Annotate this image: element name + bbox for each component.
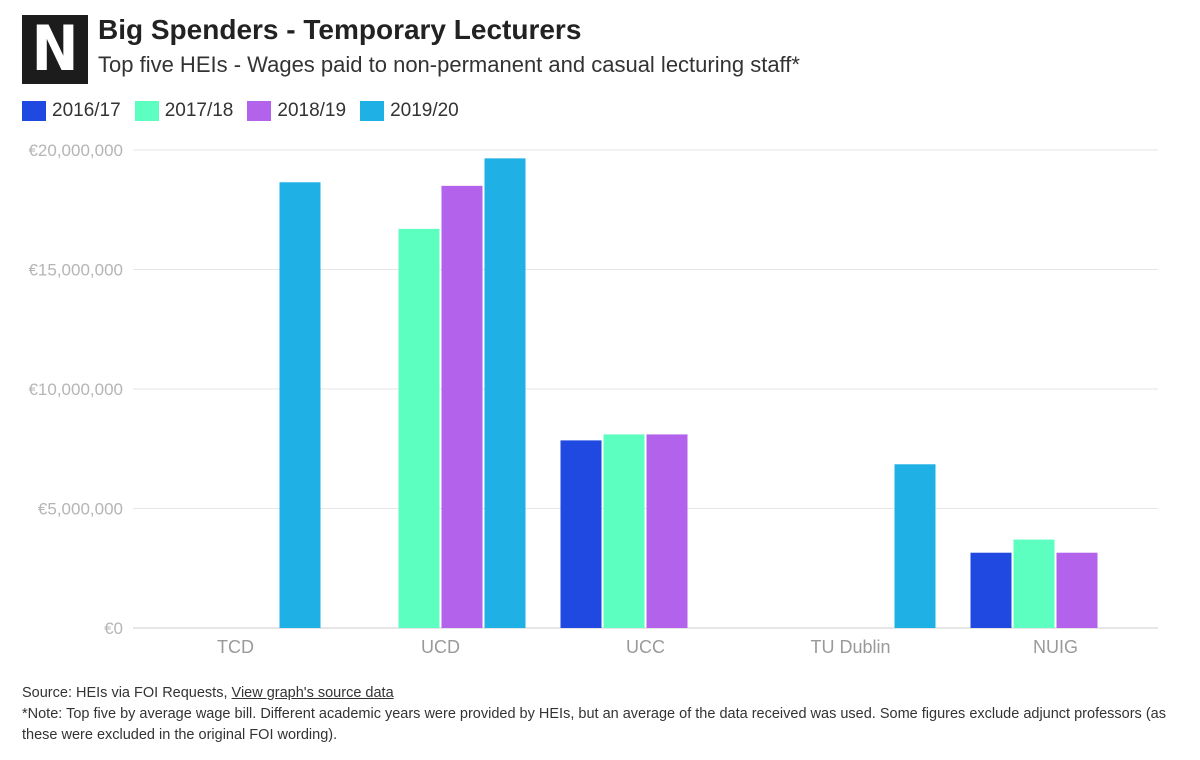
x-category-label: NUIG (1033, 637, 1078, 657)
x-category-label: UCD (421, 637, 460, 657)
bar-tu-dublin-2019-20[interactable] (894, 464, 936, 628)
legend-item-2016-17[interactable]: 2016/17 (22, 100, 121, 122)
bar-nuig-2017-18[interactable] (1013, 539, 1055, 628)
bar-ucc-2018-19[interactable] (646, 434, 688, 628)
legend-swatch (247, 101, 272, 121)
source-data-link[interactable]: View graph's source data (231, 685, 394, 701)
y-tick-label: €5,000,000 (38, 500, 123, 519)
legend: 2016/17 2017/18 2018/19 2019/20 (22, 100, 473, 122)
legend-label: 2019/20 (390, 100, 459, 121)
legend-label: 2018/19 (277, 100, 347, 121)
y-tick-label: €15,000,000 (28, 261, 123, 280)
legend-swatch (360, 101, 385, 121)
bar-ucc-2017-18[interactable] (603, 434, 645, 628)
legend-item-2017-18[interactable]: 2017/18 (134, 100, 234, 122)
source-text: Source: HEIs via FOI Requests, (22, 685, 232, 701)
logo-letter: N (31, 12, 79, 86)
bars (279, 158, 1098, 629)
legend-label: 2016/17 (52, 100, 121, 121)
y-tick-label: €20,000,000 (28, 141, 123, 160)
footer: Source: HEIs via FOI Requests, View grap… (22, 683, 1187, 746)
x-category-label: UCC (626, 637, 665, 657)
bar-ucd-2017-18[interactable] (398, 228, 440, 628)
bar-tcd-2019-20[interactable] (279, 182, 321, 628)
chart-title: Big Spenders - Temporary Lecturers (98, 14, 582, 45)
y-tick-label: €0 (104, 619, 123, 638)
bar-nuig-2018-19[interactable] (1056, 552, 1098, 628)
bar-chart: €0 €5,000,000 €10,000,000 €15,000,000 €20,00… (28, 141, 1158, 657)
chart-subtitle: Top five HEIs - Wages paid to non-perman… (98, 52, 800, 77)
axis-labels: €0 €5,000,000 €10,000,000 €15,000,000 €20,00… (28, 141, 1078, 657)
x-category-label: TCD (217, 637, 254, 657)
legend-swatch (134, 101, 159, 121)
legend-item-2019-20[interactable]: 2019/20 (360, 100, 459, 122)
bar-ucd-2019-20[interactable] (484, 158, 526, 629)
y-tick-label: €10,000,000 (28, 380, 123, 399)
legend-swatch (22, 101, 46, 121)
legend-label: 2017/18 (164, 100, 234, 121)
x-category-label: TU Dublin (810, 637, 890, 657)
bar-ucc-2016-17[interactable] (560, 440, 602, 628)
source-line: Source: HEIs via FOI Requests, View grap… (22, 683, 1187, 704)
footnote: *Note: Top five by average wage bill. Di… (22, 706, 1166, 744)
bar-ucd-2018-19[interactable] (441, 185, 483, 628)
publisher-logo: N (22, 15, 88, 84)
bar-nuig-2016-17[interactable] (970, 552, 1012, 628)
legend-item-2018-19[interactable]: 2018/19 (247, 100, 346, 122)
